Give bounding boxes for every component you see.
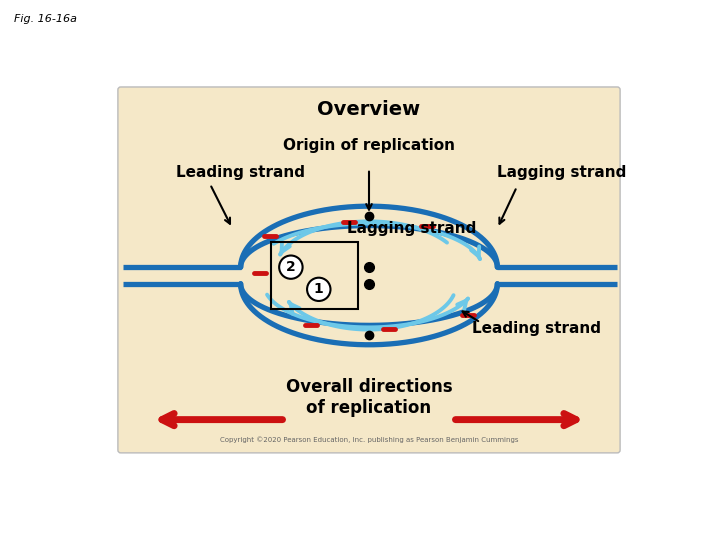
Text: Fig. 16-16a: Fig. 16-16a [14,14,78,24]
Text: Origin of replication: Origin of replication [283,138,455,153]
Circle shape [307,278,330,301]
Text: 2: 2 [286,260,296,274]
Text: Overview: Overview [318,100,420,119]
Text: 1: 1 [314,282,324,296]
Text: Lagging strand: Lagging strand [498,165,626,180]
FancyBboxPatch shape [118,87,620,453]
Text: Lagging strand: Lagging strand [347,221,476,236]
Text: Overall directions
of replication: Overall directions of replication [286,378,452,417]
Text: Copyright ©2020 Pearson Education, Inc. publishing as Pearson Benjamin Cummings: Copyright ©2020 Pearson Education, Inc. … [220,437,518,443]
Text: Leading strand: Leading strand [176,165,305,180]
Bar [271,242,358,309]
Text: Leading strand: Leading strand [472,321,601,336]
Circle shape [279,255,302,279]
